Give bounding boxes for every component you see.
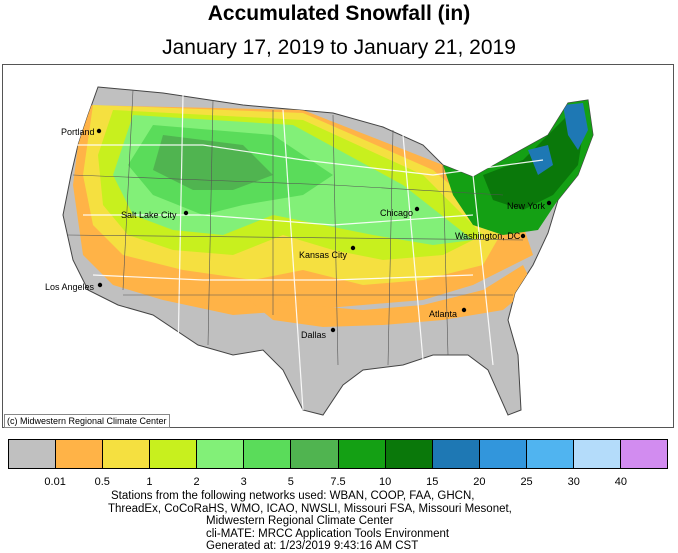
legend-swatch — [385, 440, 433, 468]
snowfall-map: Portland Salt Lake City Los Angeles Kans… — [45, 86, 594, 416]
city-dot-los-angeles — [97, 282, 103, 288]
city-label-chicago: Chicago — [380, 208, 413, 218]
map-frame: Portland Salt Lake City Los Angeles Kans… — [2, 64, 674, 428]
city-dot-portland — [96, 128, 102, 134]
legend-tick-label: 1 — [146, 476, 153, 488]
legend-swatch — [432, 440, 480, 468]
city-dot-kansas-city — [350, 245, 356, 251]
legend-swatch — [9, 440, 57, 468]
city-label-washington-dc: Washington, DC — [455, 231, 521, 241]
legend-swatch — [103, 440, 151, 468]
credit-label: (c) Midwestern Regional Climate Center — [4, 414, 170, 428]
city-label-dallas: Dallas — [301, 330, 327, 340]
legend-swatch — [479, 440, 527, 468]
legend-tick-label: 3 — [240, 476, 247, 488]
legend-swatch — [526, 440, 574, 468]
legend-tick-label: 0.5 — [94, 476, 110, 488]
city-dot-dallas — [330, 327, 336, 333]
legend-swatch — [150, 440, 198, 468]
legend-ticks: 0.01 0.5 1 2 3 5 7.5 10 15 20 25 30 40 — [8, 476, 668, 490]
legend-tick-label: 40 — [614, 476, 627, 488]
road-lines — [73, 94, 544, 411]
city-dot-salt-lake-city — [183, 210, 189, 216]
city-dot-new-york — [546, 200, 552, 206]
legend-tick-label: 30 — [567, 476, 580, 488]
footer-line-1: Stations from the following networks use… — [111, 490, 475, 502]
legend-swatch — [56, 440, 104, 468]
legend-swatch — [197, 440, 245, 468]
state-boundaries — [67, 89, 524, 366]
legend-swatch — [291, 440, 339, 468]
city-dot-chicago — [414, 206, 420, 212]
city-label-salt-lake-city: Salt Lake City — [121, 210, 177, 220]
legend-tick-label: 15 — [426, 476, 439, 488]
city-label-portland: Portland — [61, 127, 95, 137]
city-label-los-angeles: Los Angeles — [45, 282, 95, 292]
city-label-kansas-city: Kansas City — [299, 250, 348, 260]
legend-swatch — [621, 440, 668, 468]
legend-tick-label: 10 — [379, 476, 392, 488]
footer-line-5: Generated at: 1/23/2019 9:43:16 AM CST — [206, 540, 419, 552]
footer-line-3: Midwestern Regional Climate Center — [206, 515, 394, 527]
city-markers: Portland Salt Lake City Los Angeles Kans… — [45, 127, 552, 340]
city-label-atlanta: Atlanta — [429, 309, 457, 319]
legend-tick-label: 20 — [473, 476, 486, 488]
city-dot-washington-dc — [520, 233, 526, 239]
color-legend — [8, 439, 668, 469]
map-title: Accumulated Snowfall (in) — [207, 2, 471, 25]
footer-line-2: ThreadEx, CoCoRaHS, WMO, ICAO, NWSLI, Mi… — [108, 502, 512, 515]
legend-tick-label: 5 — [287, 476, 294, 488]
city-label-new-york: New York — [507, 201, 546, 211]
legend-tick-label: 0.01 — [44, 476, 66, 488]
snowfall-shading — [73, 100, 593, 327]
legend-tick-label: 2 — [193, 476, 200, 488]
footer-line-4: cli-MATE: MRCC Application Tools Environ… — [206, 527, 450, 540]
legend-swatch — [573, 440, 622, 468]
legend-swatch — [244, 440, 292, 468]
map-subtitle: January 17, 2019 to January 21, 2019 — [162, 36, 516, 59]
legend-tick-label: 25 — [520, 476, 533, 488]
legend-tick-label: 7.5 — [330, 476, 346, 488]
legend-swatch — [338, 440, 386, 468]
footer-notes: Stations from the following networks use… — [0, 490, 678, 553]
city-dot-atlanta — [461, 307, 467, 313]
